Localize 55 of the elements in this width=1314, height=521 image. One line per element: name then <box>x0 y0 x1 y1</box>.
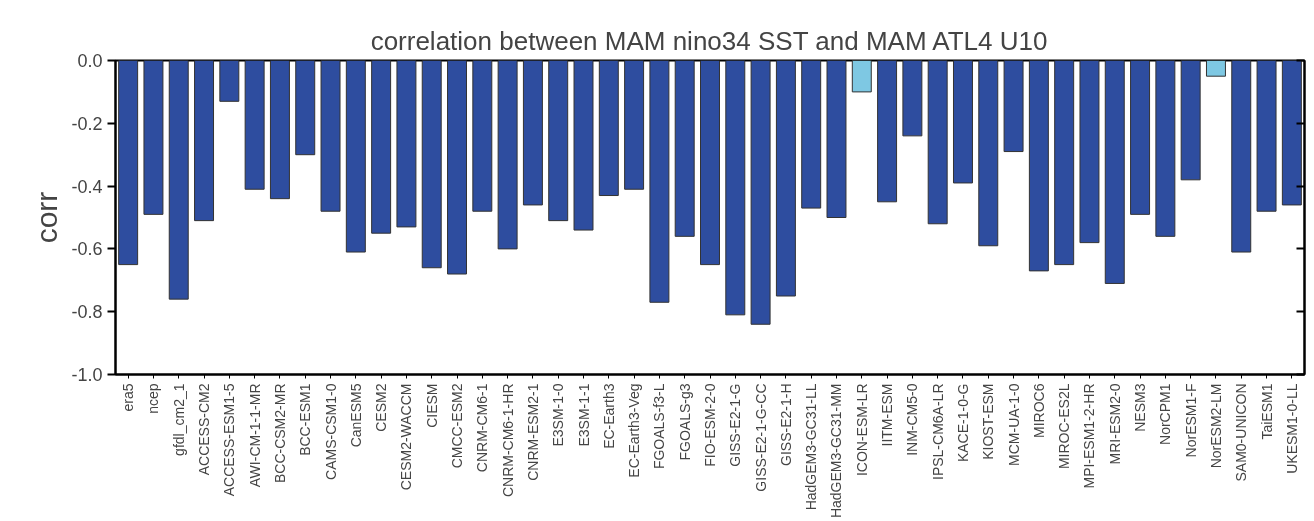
x-tick-label: E3SM-1-0 <box>550 383 567 447</box>
x-tick-label: IPSL-CM6A-LR <box>929 383 946 480</box>
x-tick-label: E3SM-1-1 <box>575 383 592 447</box>
x-tick-label: FIO-ESM-2-0 <box>702 383 718 467</box>
x-tick-label: era5 <box>120 383 137 412</box>
y-tick-label: -0.6 <box>71 239 103 260</box>
x-tick-label: NorESM1-F <box>1182 383 1199 458</box>
x-tick-label: FGOALS-f3-L <box>651 383 668 470</box>
x-tick-label: CNRM-ESM2-1 <box>524 383 541 481</box>
x-tick-label: CMCC-ESM2 <box>449 383 466 469</box>
y-tick-label: -0.2 <box>71 113 103 134</box>
x-tick-label: gfdl_cm2_1 <box>170 383 187 456</box>
x-tick-label: HadGEM3-GC31-LL <box>803 383 820 511</box>
x-tick-label: INM-CM5-0 <box>904 383 921 456</box>
y-tick-label: -1.0 <box>71 365 103 385</box>
x-tick-label: NESM3 <box>1132 383 1149 432</box>
x-tick-label: EC-Earth3-Veg <box>626 383 643 478</box>
x-tick-label: MRI-ESM2-0 <box>1106 383 1123 465</box>
x-tick-label: NorESM2-LM <box>1207 383 1224 469</box>
x-tick-label: NorCPM1 <box>1157 383 1174 445</box>
x-tick-label: BCC-ESM1 <box>297 383 314 456</box>
x-tick-label: GISS-E2-1-H <box>777 383 794 466</box>
x-tick-label: BCC-CSM2-MR <box>271 383 288 484</box>
x-tick-label: ACCESS-CM2 <box>196 383 213 476</box>
x-tick-label: GISS-E2-1-G-CC <box>752 383 769 492</box>
x-tick-label: HadGEM3-GC31-MM <box>828 383 845 519</box>
x-tick-label: CanESM5 <box>347 383 364 448</box>
y-tick-label: -0.8 <box>71 302 103 323</box>
y-axis-title: corr <box>30 191 64 244</box>
x-tick-label: AWI-CM-1-1-MR <box>246 383 263 488</box>
y-tick-label: -0.4 <box>71 176 103 197</box>
x-tick-label: KACE-1-0-G <box>954 383 971 463</box>
x-tick-label: TaiESM1 <box>1258 383 1275 440</box>
x-tick-label: IITM-ESM <box>879 383 896 447</box>
x-tick-label: CESM2 <box>373 383 390 432</box>
x-tick-label: CESM2-WACCM <box>398 383 415 491</box>
x-tick-label: ncep <box>145 383 162 414</box>
x-tick-label: MPI-ESM1-2-HR <box>1081 383 1098 489</box>
x-tick-label: MIROC6 <box>1030 383 1047 438</box>
x-tick-label: CIESM <box>423 383 440 428</box>
chart-title: correlation between MAM nino34 SST and MAM ATL4 U10 <box>370 25 1048 56</box>
x-tick-label: GISS-E2-1-G <box>727 383 744 467</box>
x-tick-label: CNRM-CM6-1 <box>474 383 491 473</box>
x-tick-label: SAM0-UNICON <box>1233 383 1250 482</box>
x-tick-label: ACCESS-ESM1-5 <box>221 383 238 497</box>
y-tick-label: 0.0 <box>77 51 103 71</box>
x-tick-label: ICON-ESM-LR <box>853 383 870 477</box>
x-tick-label: CNRM-CM6-1-HR <box>499 383 516 498</box>
x-tick-label: FGOALS-g3 <box>676 383 693 461</box>
x-tick-label: KIOST-ESM <box>980 383 997 460</box>
x-tick-label: UKESM1-0-LL <box>1283 383 1300 474</box>
x-tick-label: MIROC-ES2L <box>1056 383 1073 470</box>
x-tick-label: CAMS-CSM1-0 <box>322 383 339 480</box>
x-tick-label: MCM-UA-1-0 <box>1005 383 1022 466</box>
x-tick-label: EC-Earth3 <box>600 383 617 449</box>
